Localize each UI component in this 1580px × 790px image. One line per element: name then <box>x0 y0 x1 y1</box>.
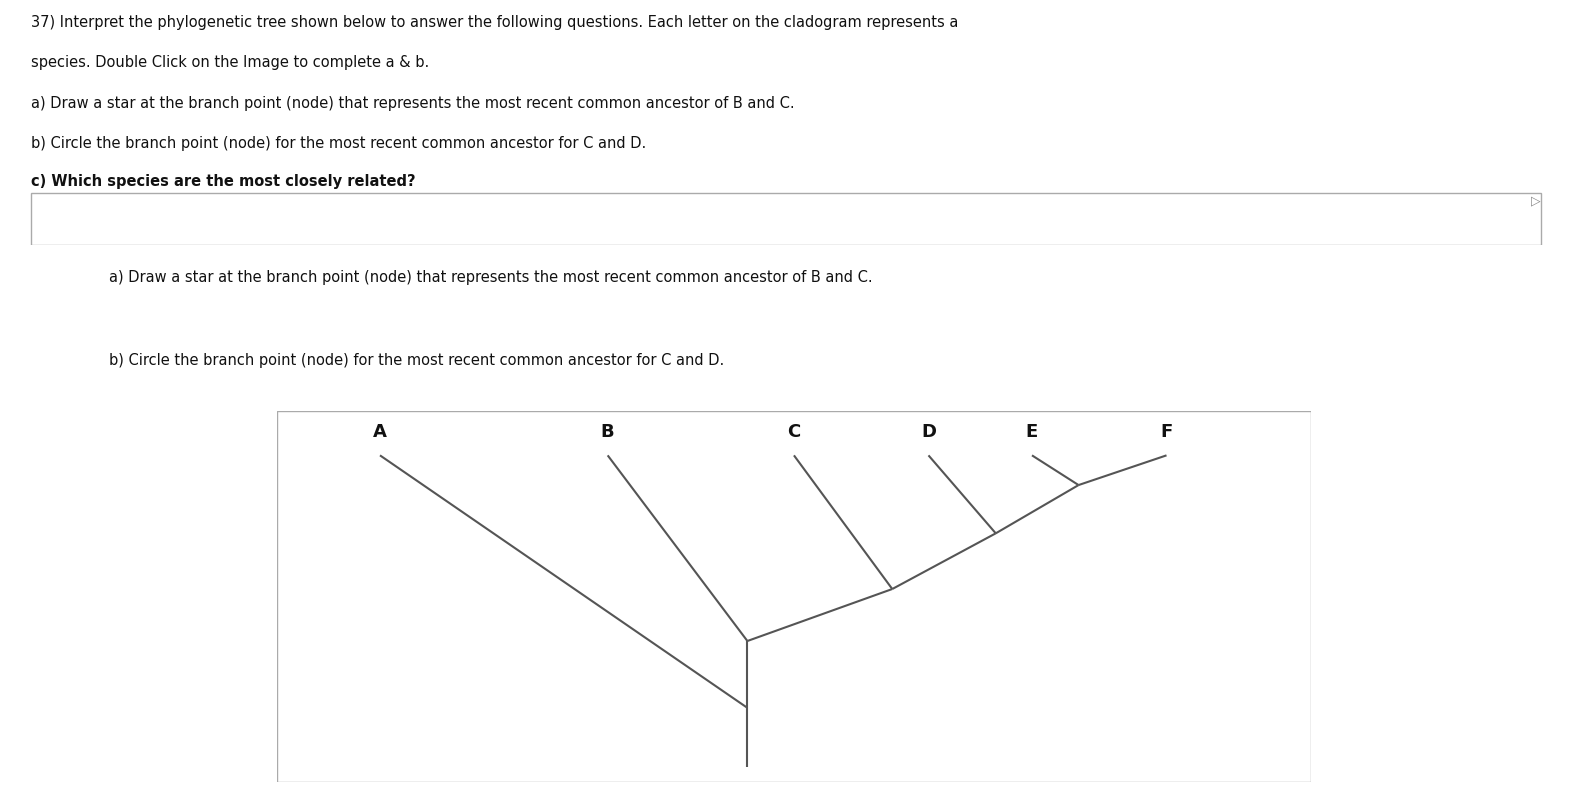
Text: a) Draw a star at the branch point (node) that represents the most recent common: a) Draw a star at the branch point (node… <box>109 270 872 284</box>
Text: E: E <box>1025 423 1038 441</box>
Text: ▷: ▷ <box>1531 194 1540 207</box>
Text: B: B <box>600 423 615 441</box>
Text: c) Which species are the most closely related?: c) Which species are the most closely re… <box>32 174 416 189</box>
Text: 37) Interpret the phylogenetic tree shown below to answer the following question: 37) Interpret the phylogenetic tree show… <box>32 15 959 30</box>
FancyBboxPatch shape <box>276 411 1311 782</box>
Text: species. Double Click on the Image to complete a & b.: species. Double Click on the Image to co… <box>32 55 430 70</box>
Text: D: D <box>921 423 935 441</box>
Text: F: F <box>1160 423 1172 441</box>
Text: b) Circle the branch point (node) for the most recent common ancestor for C and : b) Circle the branch point (node) for th… <box>109 352 724 367</box>
Text: C: C <box>787 423 801 441</box>
Text: A: A <box>373 423 387 441</box>
Text: a) Draw a star at the branch point (node) that represents the most recent common: a) Draw a star at the branch point (node… <box>32 96 795 111</box>
FancyBboxPatch shape <box>32 193 1540 245</box>
Text: b) Circle the branch point (node) for the most recent common ancestor for C and : b) Circle the branch point (node) for th… <box>32 136 646 151</box>
